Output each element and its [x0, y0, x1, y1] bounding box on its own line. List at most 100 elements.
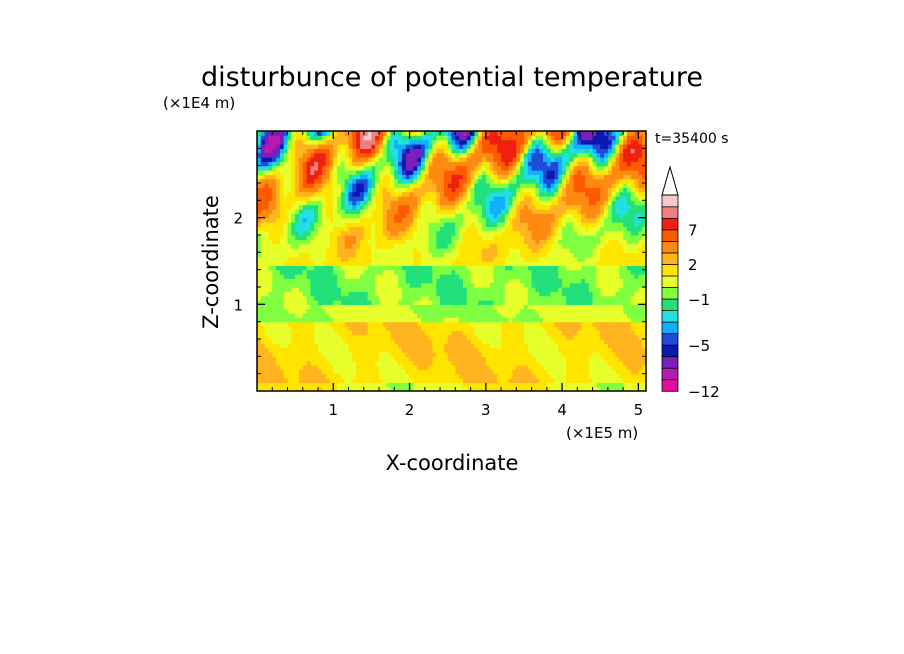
contour-cell: [516, 269, 521, 275]
contour-cell: [596, 382, 601, 388]
contour-cell: [310, 213, 315, 219]
contour-cell: [565, 352, 571, 357]
contour-cell: [333, 291, 338, 297]
contour-cell: [455, 252, 460, 258]
contour-cell: [493, 226, 498, 232]
contour-cell: [276, 373, 281, 379]
contour-cell: [539, 347, 544, 353]
contour-cell: [459, 209, 464, 214]
contour-cell: [401, 243, 407, 249]
contour-cell: [489, 334, 495, 340]
contour-cell: [386, 230, 392, 236]
contour-cell: [413, 269, 418, 275]
contour-cell: [573, 191, 578, 197]
contour-cell: [390, 317, 395, 323]
contour-cell: [489, 213, 495, 219]
contour-cell: [417, 369, 422, 375]
contour-cell: [462, 360, 468, 366]
contour-cell: [291, 352, 296, 357]
contour-cell: [306, 308, 311, 314]
contour-cell: [413, 204, 418, 210]
contour-cell: [287, 183, 292, 188]
contour-cell: [279, 252, 285, 258]
contour-cell: [638, 317, 643, 323]
contour-cell: [470, 317, 475, 323]
contour-cell: [325, 252, 331, 258]
contour-cell: [539, 235, 544, 240]
contour-cell: [337, 230, 342, 236]
contour-cell: [504, 200, 510, 206]
contour-cell: [375, 243, 380, 249]
contour-cell: [356, 321, 361, 327]
contour-cell: [264, 235, 270, 240]
contour-cell: [550, 204, 556, 210]
contour-cell: [295, 274, 300, 279]
contour-cell: [344, 248, 350, 253]
contour-cell: [443, 321, 449, 327]
contour-cell: [451, 226, 456, 232]
contour-cell: [482, 334, 487, 340]
contour-cell: [314, 360, 319, 366]
contour-cell: [398, 304, 403, 310]
contour-cell: [420, 308, 426, 314]
contour-cell: [329, 200, 334, 206]
contour-cell: [420, 304, 426, 310]
contour-cell: [584, 248, 590, 253]
contour-cell: [493, 326, 498, 331]
contour-cell: [279, 317, 285, 323]
contour-cell: [420, 265, 426, 271]
contour-cell: [588, 373, 594, 379]
contour-cell: [264, 326, 270, 331]
contour-cell: [588, 274, 594, 279]
contour-cell: [318, 369, 323, 375]
contour-cell: [565, 183, 571, 188]
contour-cell: [302, 243, 308, 249]
contour-cell: [550, 183, 556, 188]
contour-cell: [447, 209, 453, 214]
contour-cell: [356, 230, 361, 236]
contour-cell: [257, 178, 262, 184]
contour-cell: [535, 196, 540, 201]
contour-cell: [619, 200, 624, 206]
contour-cell: [455, 287, 460, 292]
contour-cell: [264, 196, 270, 201]
contour-cell: [550, 243, 556, 249]
contour-cell: [508, 321, 514, 327]
contour-cell: [321, 287, 327, 292]
contour-cell: [375, 187, 380, 193]
contour-cell: [310, 334, 315, 340]
contour-cell: [562, 304, 567, 310]
contour-cell: [546, 256, 552, 262]
contour-cell: [260, 243, 266, 249]
contour-cell: [474, 239, 479, 245]
contour-cell: [550, 321, 556, 327]
contour-cell: [283, 369, 289, 375]
contour-cell: [401, 360, 407, 366]
contour-cell: [352, 330, 357, 336]
contour-cell: [447, 352, 453, 357]
contour-cell: [295, 386, 300, 391]
contour-cell: [478, 183, 483, 188]
contour-cell: [520, 243, 525, 249]
contour-cell: [371, 230, 376, 236]
contour-cell: [569, 248, 575, 253]
contour-cell: [260, 282, 266, 288]
contour-cell: [325, 378, 331, 383]
contour-cell: [550, 382, 556, 388]
contour-cell: [298, 347, 304, 353]
contour-cell: [619, 330, 624, 336]
contour-cell: [321, 365, 327, 370]
contour-cell: [272, 278, 277, 284]
contour-cell: [569, 226, 575, 232]
contour-cell: [573, 334, 578, 340]
contour-cell: [287, 300, 292, 305]
contour-cell: [295, 200, 300, 206]
contour-cell: [333, 196, 338, 201]
contour-cell: [295, 226, 300, 232]
contour-cell: [531, 365, 536, 370]
contour-cell: [409, 360, 414, 366]
contour-cell: [264, 382, 270, 388]
contour-cell: [379, 243, 384, 249]
contour-cell: [562, 235, 567, 240]
contour-cell: [619, 360, 624, 366]
